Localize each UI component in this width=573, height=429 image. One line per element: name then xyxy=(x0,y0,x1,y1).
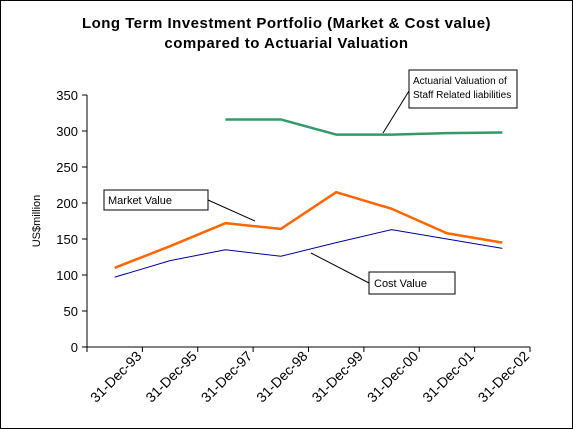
y-tick-label: 200 xyxy=(56,196,78,211)
series-line-2 xyxy=(114,229,503,278)
y-axis-label: US$million xyxy=(31,195,43,248)
x-axis-ticks: 31-Dec-9331-Dec-9531-Dec-9731-Dec-9831-D… xyxy=(86,347,533,406)
series-lines xyxy=(114,118,503,278)
y-tick-label: 150 xyxy=(56,232,78,247)
x-tick-label: 31-Dec-98 xyxy=(253,348,311,406)
cost-value-label-box xyxy=(368,271,456,295)
annotations: Market Value Cost Value Actuarial Valuatio… xyxy=(103,69,518,295)
y-tick-label: 250 xyxy=(56,160,78,175)
series-line-3 xyxy=(225,118,503,136)
x-tick-label: 31-Dec-02 xyxy=(475,348,533,406)
x-tick-label: 31-Dec-97 xyxy=(198,348,256,406)
series-line-1 xyxy=(114,190,503,269)
x-tick-label: 31-Dec-93 xyxy=(87,348,145,406)
x-tick-label: 31-Dec-01 xyxy=(419,348,477,406)
chart-title-line-1: Long Term Investment Portfolio (Market &… xyxy=(81,15,492,32)
market-value-label-leader xyxy=(207,199,256,222)
y-tick-label: 50 xyxy=(64,304,78,319)
market-value-label-box xyxy=(103,189,209,211)
y-tick-label: 350 xyxy=(56,88,78,103)
actuarial-label-leader xyxy=(382,90,410,134)
y-axis-ticks: 0 50 100 150 200 250 300 350 xyxy=(56,88,87,355)
y-tick-label: 0 xyxy=(71,340,78,355)
x-tick-label: 31-Dec-00 xyxy=(364,348,422,406)
x-tick-label: 31-Dec-95 xyxy=(142,348,200,406)
market-value-label-text: Market Value xyxy=(108,195,172,207)
cost-value-label-leader xyxy=(310,252,370,284)
y-tick-label: 100 xyxy=(56,268,78,283)
chart-title-line-2: compared to Actuarial Valuation xyxy=(164,35,409,52)
x-tick-label: 31-Dec-99 xyxy=(308,348,366,406)
actuarial-label-text: Actuarial Valuation of xyxy=(413,76,507,87)
actuarial-label-box xyxy=(408,69,518,109)
y-tick-label: 300 xyxy=(56,124,78,139)
chart-title: Long Term Investment Portfolio (Market &… xyxy=(0,14,573,54)
cost-value-label-text: Cost Value xyxy=(374,278,427,290)
actuarial-label-text: Staff Related liabilities xyxy=(413,90,511,101)
